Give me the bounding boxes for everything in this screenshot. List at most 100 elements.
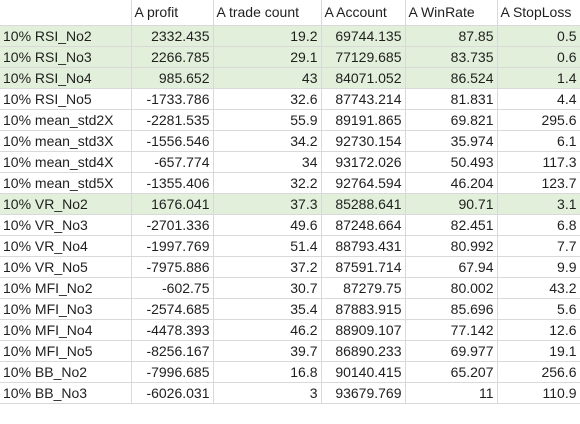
- cell-win-rate[interactable]: 86.524: [405, 67, 498, 89]
- cell-name[interactable]: 10% mean_std2X: [0, 109, 132, 131]
- cell-win-rate[interactable]: 80.002: [405, 277, 498, 299]
- cell-account[interactable]: 69744.135: [321, 25, 406, 47]
- cell-trade-count[interactable]: 43: [213, 67, 322, 89]
- cell-account[interactable]: 87279.75: [321, 277, 406, 299]
- cell-profit[interactable]: -6026.031: [131, 382, 214, 404]
- cell-profit[interactable]: -2574.685: [131, 298, 214, 320]
- cell-win-rate[interactable]: 77.142: [405, 319, 498, 341]
- cell-name[interactable]: 10% VR_No4: [0, 235, 132, 257]
- cell-account[interactable]: 87248.664: [321, 214, 406, 236]
- cell-trade-count[interactable]: 55.9: [213, 109, 322, 131]
- cell-name[interactable]: 10% VR_No2: [0, 193, 132, 215]
- cell-name[interactable]: 10% MFI_No4: [0, 319, 132, 341]
- cell-account[interactable]: 87591.714: [321, 256, 406, 278]
- cell-account[interactable]: 84071.052: [321, 67, 406, 89]
- cell-stop-loss[interactable]: 5.6: [497, 298, 580, 320]
- cell-account[interactable]: 88909.107: [321, 319, 406, 341]
- cell-win-rate[interactable]: 46.204: [405, 172, 498, 194]
- cell-account[interactable]: 92764.594: [321, 172, 406, 194]
- cell-trade-count[interactable]: 34: [213, 151, 322, 173]
- header-cell-account[interactable]: A Account: [321, 0, 406, 26]
- cell-win-rate[interactable]: 35.974: [405, 130, 498, 152]
- cell-profit[interactable]: 2266.785: [131, 46, 214, 68]
- cell-profit[interactable]: -7996.685: [131, 361, 214, 383]
- cell-profit[interactable]: -1355.406: [131, 172, 214, 194]
- cell-account[interactable]: 88793.431: [321, 235, 406, 257]
- cell-trade-count[interactable]: 39.7: [213, 340, 322, 362]
- cell-name[interactable]: 10% BB_No3: [0, 382, 132, 404]
- cell-stop-loss[interactable]: 117.3: [497, 151, 580, 173]
- cell-account[interactable]: 89191.865: [321, 109, 406, 131]
- cell-account[interactable]: 77129.685: [321, 46, 406, 68]
- cell-profit[interactable]: -1733.786: [131, 88, 214, 110]
- cell-account[interactable]: 90140.415: [321, 361, 406, 383]
- cell-profit[interactable]: 985.652: [131, 67, 214, 89]
- cell-win-rate[interactable]: 50.493: [405, 151, 498, 173]
- cell-name[interactable]: 10% mean_std3X: [0, 130, 132, 152]
- cell-account[interactable]: 86890.233: [321, 340, 406, 362]
- cell-trade-count[interactable]: 29.1: [213, 46, 322, 68]
- cell-name[interactable]: 10% MFI_No3: [0, 298, 132, 320]
- cell-stop-loss[interactable]: 7.7: [497, 235, 580, 257]
- cell-name[interactable]: 10% VR_No5: [0, 256, 132, 278]
- cell-stop-loss[interactable]: 19.1: [497, 340, 580, 362]
- cell-stop-loss[interactable]: 6.8: [497, 214, 580, 236]
- cell-stop-loss[interactable]: 6.1: [497, 130, 580, 152]
- cell-win-rate[interactable]: 80.992: [405, 235, 498, 257]
- cell-trade-count[interactable]: 19.2: [213, 25, 322, 47]
- cell-win-rate[interactable]: 82.451: [405, 214, 498, 236]
- cell-name[interactable]: 10% mean_std4X: [0, 151, 132, 173]
- cell-profit[interactable]: -1997.769: [131, 235, 214, 257]
- cell-account[interactable]: 93679.769: [321, 382, 406, 404]
- cell-trade-count[interactable]: 49.6: [213, 214, 322, 236]
- cell-win-rate[interactable]: 69.821: [405, 109, 498, 131]
- cell-profit[interactable]: -4478.393: [131, 319, 214, 341]
- cell-account[interactable]: 92730.154: [321, 130, 406, 152]
- cell-trade-count[interactable]: 16.8: [213, 361, 322, 383]
- cell-profit[interactable]: -657.774: [131, 151, 214, 173]
- cell-profit[interactable]: -7975.886: [131, 256, 214, 278]
- header-cell-name[interactable]: [0, 0, 132, 26]
- cell-name[interactable]: 10% MFI_No5: [0, 340, 132, 362]
- cell-stop-loss[interactable]: 123.7: [497, 172, 580, 194]
- cell-trade-count[interactable]: 46.2: [213, 319, 322, 341]
- cell-trade-count[interactable]: 51.4: [213, 235, 322, 257]
- cell-stop-loss[interactable]: 295.6: [497, 109, 580, 131]
- cell-name[interactable]: 10% RSI_No2: [0, 25, 132, 47]
- cell-win-rate[interactable]: 90.71: [405, 193, 498, 215]
- cell-trade-count[interactable]: 37.3: [213, 193, 322, 215]
- cell-name[interactable]: 10% BB_No2: [0, 361, 132, 383]
- cell-stop-loss[interactable]: 0.5: [497, 25, 580, 47]
- cell-stop-loss[interactable]: 0.6: [497, 46, 580, 68]
- cell-stop-loss[interactable]: 1.4: [497, 67, 580, 89]
- cell-win-rate[interactable]: 65.207: [405, 361, 498, 383]
- cell-trade-count[interactable]: 37.2: [213, 256, 322, 278]
- cell-win-rate[interactable]: 69.977: [405, 340, 498, 362]
- cell-profit[interactable]: -8256.167: [131, 340, 214, 362]
- cell-name[interactable]: 10% RSI_No3: [0, 46, 132, 68]
- cell-win-rate[interactable]: 83.735: [405, 46, 498, 68]
- cell-account[interactable]: 93172.026: [321, 151, 406, 173]
- cell-profit[interactable]: -602.75: [131, 277, 214, 299]
- cell-trade-count[interactable]: 34.2: [213, 130, 322, 152]
- cell-account[interactable]: 87743.214: [321, 88, 406, 110]
- cell-profit[interactable]: -2281.535: [131, 109, 214, 131]
- cell-trade-count[interactable]: 30.7: [213, 277, 322, 299]
- cell-trade-count[interactable]: 32.6: [213, 88, 322, 110]
- cell-name[interactable]: 10% RSI_No4: [0, 67, 132, 89]
- cell-account[interactable]: 85288.641: [321, 193, 406, 215]
- cell-name[interactable]: 10% VR_No3: [0, 214, 132, 236]
- header-cell-trade-count[interactable]: A trade count: [213, 0, 322, 26]
- header-cell-win-rate[interactable]: A WinRate: [405, 0, 498, 26]
- cell-stop-loss[interactable]: 256.6: [497, 361, 580, 383]
- cell-win-rate[interactable]: 11: [405, 382, 498, 404]
- cell-profit[interactable]: -1556.546: [131, 130, 214, 152]
- cell-win-rate[interactable]: 87.85: [405, 25, 498, 47]
- cell-name[interactable]: 10% RSI_No5: [0, 88, 132, 110]
- cell-profit[interactable]: 1676.041: [131, 193, 214, 215]
- header-cell-stop-loss[interactable]: A StopLoss: [497, 0, 580, 26]
- cell-profit[interactable]: 2332.435: [131, 25, 214, 47]
- cell-stop-loss[interactable]: 9.9: [497, 256, 580, 278]
- cell-stop-loss[interactable]: 4.4: [497, 88, 580, 110]
- cell-trade-count[interactable]: 32.2: [213, 172, 322, 194]
